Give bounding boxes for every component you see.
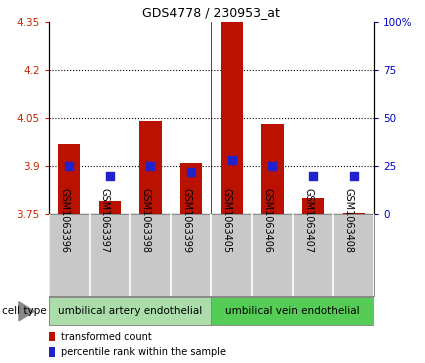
Bar [211,297,374,325]
Text: GSM1063397: GSM1063397 [100,188,110,253]
Text: percentile rank within the sample: percentile rank within the sample [61,347,226,357]
Bar [49,297,211,325]
Point [147,163,154,169]
Text: GSM1063406: GSM1063406 [262,188,272,253]
Bar [343,213,365,214]
Bar [302,198,324,214]
Text: GSM1063405: GSM1063405 [222,188,232,253]
Point [106,173,113,179]
Point [188,169,195,175]
Title: GDS4778 / 230953_at: GDS4778 / 230953_at [142,6,280,19]
Point [310,173,317,179]
Text: GSM1063399: GSM1063399 [181,188,191,253]
Text: GSM1063398: GSM1063398 [141,188,150,253]
Text: transformed count: transformed count [61,331,152,342]
Text: GSM1063396: GSM1063396 [59,188,69,253]
Point [66,163,73,169]
Point [269,163,276,169]
Text: umbilical vein endothelial: umbilical vein endothelial [225,306,360,316]
Text: cell type: cell type [2,306,47,316]
Bar [139,121,162,214]
Bar [49,347,55,357]
Bar [99,201,121,214]
Polygon shape [19,302,34,321]
Text: GSM1063408: GSM1063408 [344,188,354,253]
Text: umbilical artery endothelial: umbilical artery endothelial [58,306,202,316]
Point [228,158,235,163]
Bar [261,125,283,214]
Bar [221,22,243,214]
Bar [180,163,202,214]
Point [350,173,357,179]
Bar [49,332,55,342]
Text: GSM1063407: GSM1063407 [303,188,313,253]
Bar [58,144,80,214]
